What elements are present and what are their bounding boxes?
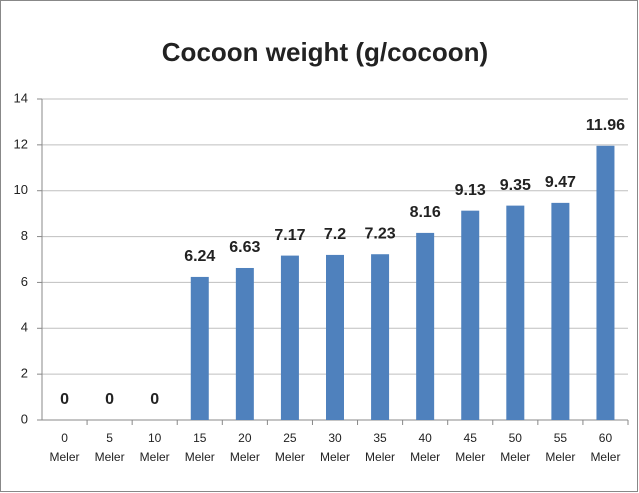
y-tick-label: 8: [21, 228, 28, 243]
data-label: 7.23: [365, 225, 396, 242]
data-label: 0: [60, 391, 69, 408]
data-label: 7.2: [324, 226, 346, 243]
x-tick-label: 5 Meler: [94, 431, 125, 464]
bar: [551, 202, 570, 420]
bar: [596, 145, 615, 420]
bar: [416, 232, 435, 420]
x-tick-label: 0 Meler: [49, 431, 80, 464]
bar: [326, 254, 344, 420]
x-tick-label: 15 Meler: [184, 431, 215, 464]
chart-title: Cocoon weight (g/cocoon): [162, 37, 488, 67]
x-tick-label: 45 Meler: [455, 431, 486, 464]
data-label: 8.16: [410, 204, 441, 221]
x-tick-label: 25 Meler: [274, 431, 305, 464]
data-label: 0: [105, 391, 114, 408]
data-label: 6.63: [229, 239, 260, 256]
bar: [506, 205, 525, 420]
data-label: 9.47: [545, 174, 576, 191]
bar: [461, 210, 480, 420]
y-tick-label: 12: [14, 136, 28, 151]
y-tick-label: 0: [21, 411, 28, 426]
x-tick-label: 55 Meler: [545, 431, 576, 464]
x-tick-label: 30 Meler: [319, 431, 350, 464]
y-tick-label: 14: [14, 90, 28, 105]
x-tick-label: 60 Meler: [590, 431, 621, 464]
y-tick-label: 6: [21, 274, 28, 289]
data-label: 9.35: [500, 177, 531, 194]
bar: [190, 276, 209, 420]
bar: [235, 267, 254, 420]
bar: [371, 254, 390, 420]
data-label: 0: [150, 391, 159, 408]
data-label: 11.96: [586, 117, 625, 134]
data-label: 6.24: [184, 248, 215, 265]
y-tick-label: 10: [14, 182, 28, 197]
x-tick-label: 10 Meler: [139, 431, 170, 464]
data-label: 9.13: [455, 182, 486, 199]
bar: [280, 255, 299, 420]
y-tick-label: 2: [21, 366, 28, 381]
x-tick-label: 40 Meler: [410, 431, 441, 464]
x-tick-label: 50 Meler: [500, 431, 531, 464]
y-tick-label: 4: [21, 320, 28, 335]
data-label: 7.17: [274, 227, 305, 244]
x-tick-label: 35 Meler: [365, 431, 396, 464]
x-tick-label: 20 Meler: [229, 431, 260, 464]
